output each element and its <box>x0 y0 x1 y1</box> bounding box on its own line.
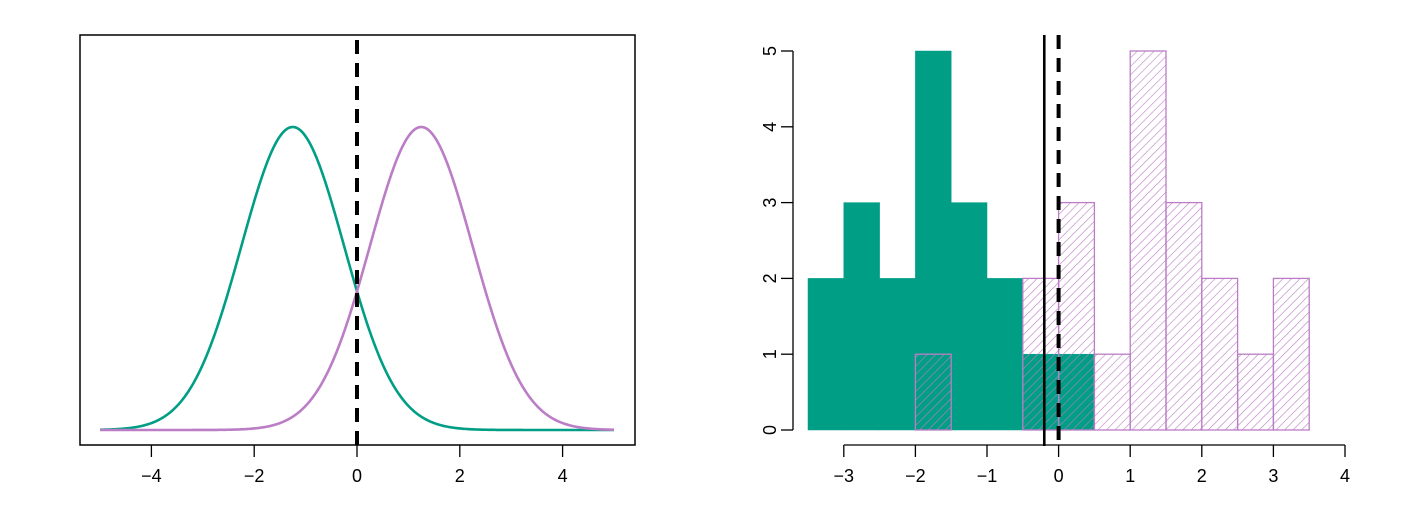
histogram-bar-hatched <box>1201 277 1239 431</box>
x-tick-label: 4 <box>1340 466 1350 486</box>
x-tick-label: −2 <box>244 466 265 486</box>
x-tick-label: 3 <box>1268 466 1278 486</box>
decision-boundaries <box>1042 35 1061 446</box>
histogram-bar-hatched <box>1129 50 1167 431</box>
histogram-bar-hatched <box>1236 353 1275 431</box>
density-plot: −4 −2 0 2 4 <box>79 34 636 486</box>
x-axis: −3 −2 −1 0 1 2 3 4 <box>834 444 1350 486</box>
x-tick-label: −3 <box>834 466 855 486</box>
histogram-bar-solid <box>843 202 880 431</box>
x-tick-label: 0 <box>1054 466 1064 486</box>
histogram-bar-hatched <box>914 353 952 431</box>
density-curve-2 <box>100 125 615 432</box>
x-tick-label: 2 <box>455 466 465 486</box>
histogram-bar-hatched <box>1272 277 1310 431</box>
histogram-bar-solid <box>986 278 1024 431</box>
y-tick-label: 3 <box>760 198 780 208</box>
x-tick-label: 0 <box>352 466 362 486</box>
y-tick-label: 5 <box>760 46 780 56</box>
x-tick-label: 4 <box>558 466 568 486</box>
histogram-bar-solid <box>807 278 845 431</box>
histogram-bar-hatched <box>1057 201 1096 431</box>
x-tick-label: −4 <box>141 466 162 486</box>
y-tick-label: 0 <box>760 425 780 435</box>
density-curves <box>99 125 615 432</box>
y-tick-label: 1 <box>760 349 780 359</box>
x-axis: −4 −2 0 2 4 <box>141 445 568 486</box>
y-tick-label: 2 <box>760 273 780 283</box>
histogram-bar-solid <box>950 202 988 431</box>
x-tick-label: −1 <box>977 466 998 486</box>
histogram-bar-hatched <box>1022 277 1060 431</box>
histogram-bar-solid <box>879 278 916 431</box>
x-tick-label: 2 <box>1197 466 1207 486</box>
y-tick-label: 4 <box>760 122 780 132</box>
y-axis: 0 1 2 3 4 5 <box>760 46 794 435</box>
histogram-plot: −3 −2 −1 0 1 2 3 4 0 1 2 3 4 5 <box>760 35 1350 486</box>
histogram-bar-hatched <box>1093 353 1131 431</box>
histogram-bars <box>807 50 1310 431</box>
histogram-bar-hatched <box>1165 201 1203 431</box>
x-tick-label: −2 <box>905 466 926 486</box>
x-tick-label: 1 <box>1125 466 1135 486</box>
